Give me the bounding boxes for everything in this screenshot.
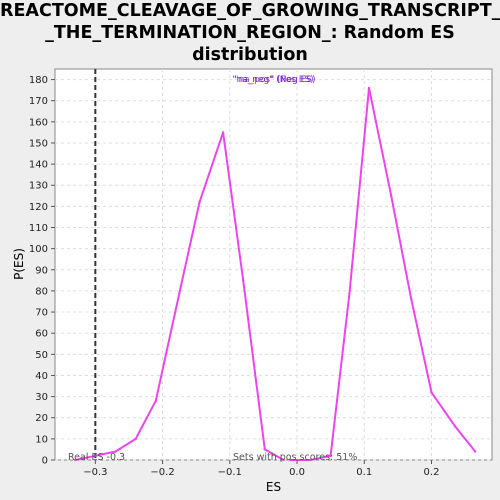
y-tick-label: 0	[42, 456, 48, 467]
y-tick-label: 10	[35, 434, 48, 445]
axes: 0 10 20 30 40 50 60 70 80 90 100 110 120 130 140 150 160…	[29, 75, 440, 478]
data-point	[367, 86, 371, 90]
y-tick-label: 120	[29, 202, 48, 213]
data-point	[221, 131, 225, 134]
x-tick-label: −0.2	[150, 467, 174, 478]
y-tick-label: 100	[29, 244, 48, 255]
grid	[55, 69, 492, 461]
chart-title-line-1: REACTOME_CLEAVAGE_OF_GROWING_TRANSCRIPT_…	[0, 1, 500, 21]
data-point	[329, 454, 332, 457]
series-line-pos	[290, 87, 476, 461]
data-point	[430, 391, 433, 394]
y-tick-label: 50	[35, 350, 48, 361]
y-tick-label: 20	[35, 413, 48, 424]
data-point	[154, 399, 158, 403]
y-tick-label: 40	[35, 371, 48, 382]
x-tick-label: −0.1	[218, 467, 242, 478]
y-axis-label: P(ES)	[12, 248, 26, 280]
chart-title-line-2: _THE_TERMINATION_REGION_: Random ES	[45, 23, 455, 43]
data-point	[389, 194, 393, 198]
x-tick-label: 0.0	[289, 467, 305, 478]
x-axis-label: ES	[266, 480, 281, 494]
data-point	[73, 458, 77, 462]
y-tick-label: 30	[35, 392, 48, 403]
y-tick-label: 180	[29, 75, 48, 86]
data-point	[114, 450, 117, 453]
data-point	[453, 424, 457, 428]
data-point	[94, 454, 97, 457]
y-tick-label: 160	[29, 117, 48, 128]
y-tick-label: 80	[35, 286, 48, 297]
legend-entry-neg: "na_neg" (Neg ES)	[232, 75, 315, 85]
legend-entry-pos: "na_pos" (Pos ES)	[234, 75, 313, 85]
data-point	[198, 200, 201, 204]
series-layer	[73, 86, 477, 462]
y-tick-label: 90	[35, 265, 48, 276]
y-tick-label: 110	[29, 223, 48, 234]
data-point	[410, 298, 413, 301]
plot-area	[54, 68, 493, 461]
x-tick-label: −0.3	[83, 467, 107, 478]
x-tick-label: 0.2	[424, 467, 440, 478]
data-point	[473, 450, 477, 453]
data-point	[289, 458, 292, 462]
y-tick-label: 150	[29, 138, 48, 149]
y-tick-label: 130	[29, 181, 48, 192]
data-point	[348, 291, 351, 295]
y-tick-label: 70	[35, 308, 48, 319]
y-tick-label: 60	[35, 329, 48, 340]
chart-title-line-3: distribution	[192, 45, 308, 65]
data-point	[178, 291, 181, 295]
data-point	[282, 458, 285, 462]
pos-scores-annotation: Sets with pos scores: 51%	[233, 452, 357, 463]
y-tick-label: 170	[29, 96, 48, 107]
chart-title: REACTOME_CLEAVAGE_OF_GROWING_TRANSCRIPT_…	[0, 0, 500, 66]
real-es-label: Real ES -0.3	[68, 452, 125, 463]
data-point	[263, 448, 266, 451]
data-point	[309, 458, 312, 462]
y-tick-label: 140	[29, 160, 48, 171]
data-point	[242, 279, 245, 282]
x-tick-label: 0.1	[356, 467, 372, 478]
data-point	[134, 437, 137, 441]
labels: ES P(ES) Real ES -0.3 Sets with pos scor…	[12, 75, 357, 494]
